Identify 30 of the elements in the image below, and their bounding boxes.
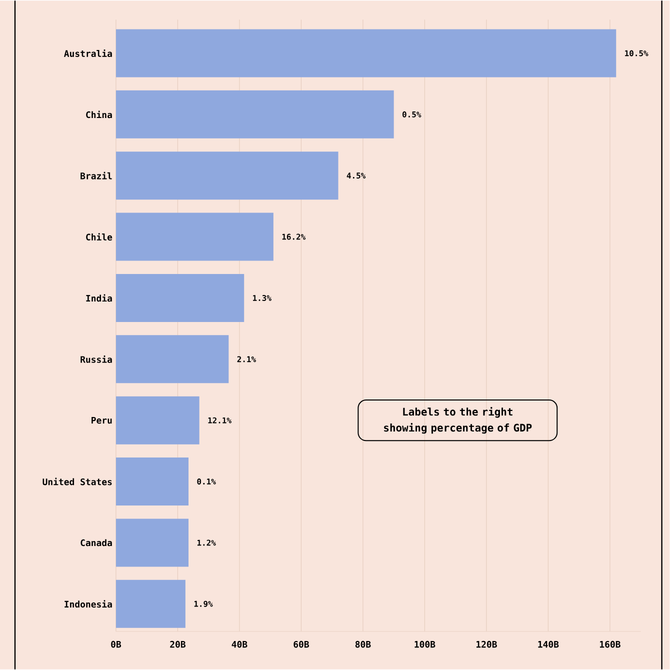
x-tick-label: 20B: [170, 640, 186, 648]
x-tick-label: 140B: [538, 640, 559, 648]
bar: [116, 518, 189, 567]
x-tick-label: 40B: [232, 640, 248, 648]
x-tick-label: 120B: [476, 640, 498, 648]
bar: [116, 212, 274, 261]
y-tick-label: China: [86, 110, 112, 118]
bar: [116, 152, 338, 200]
x-tick-label: 160B: [600, 640, 621, 648]
x-tick-label: 0B: [111, 640, 122, 648]
annotation: Labels to the right showing percentage of GDP: [384, 407, 532, 434]
y-tick-label: Peru: [92, 417, 112, 424]
bar: [116, 580, 186, 628]
bar: [116, 458, 189, 506]
y-tick-label: Russia: [80, 355, 112, 363]
y-tick-label: Australia: [64, 50, 112, 57]
y-tick-label: United States: [42, 478, 112, 486]
bar: [116, 335, 229, 384]
y-tick-label: Brazil: [80, 172, 112, 180]
y-tick-label: Canada: [80, 539, 112, 546]
x-tick-label: 100B: [414, 640, 436, 648]
bar: [116, 274, 244, 322]
bar: [116, 90, 394, 138]
bar: [116, 396, 200, 444]
x-tick-label: 60B: [294, 640, 310, 648]
x-tick-label: 80B: [356, 640, 371, 648]
y-tick-label: India: [86, 294, 112, 302]
y-tick-label: Indonesia: [64, 600, 112, 608]
bar: [116, 29, 616, 78]
y-tick-label: Chile: [86, 233, 112, 240]
